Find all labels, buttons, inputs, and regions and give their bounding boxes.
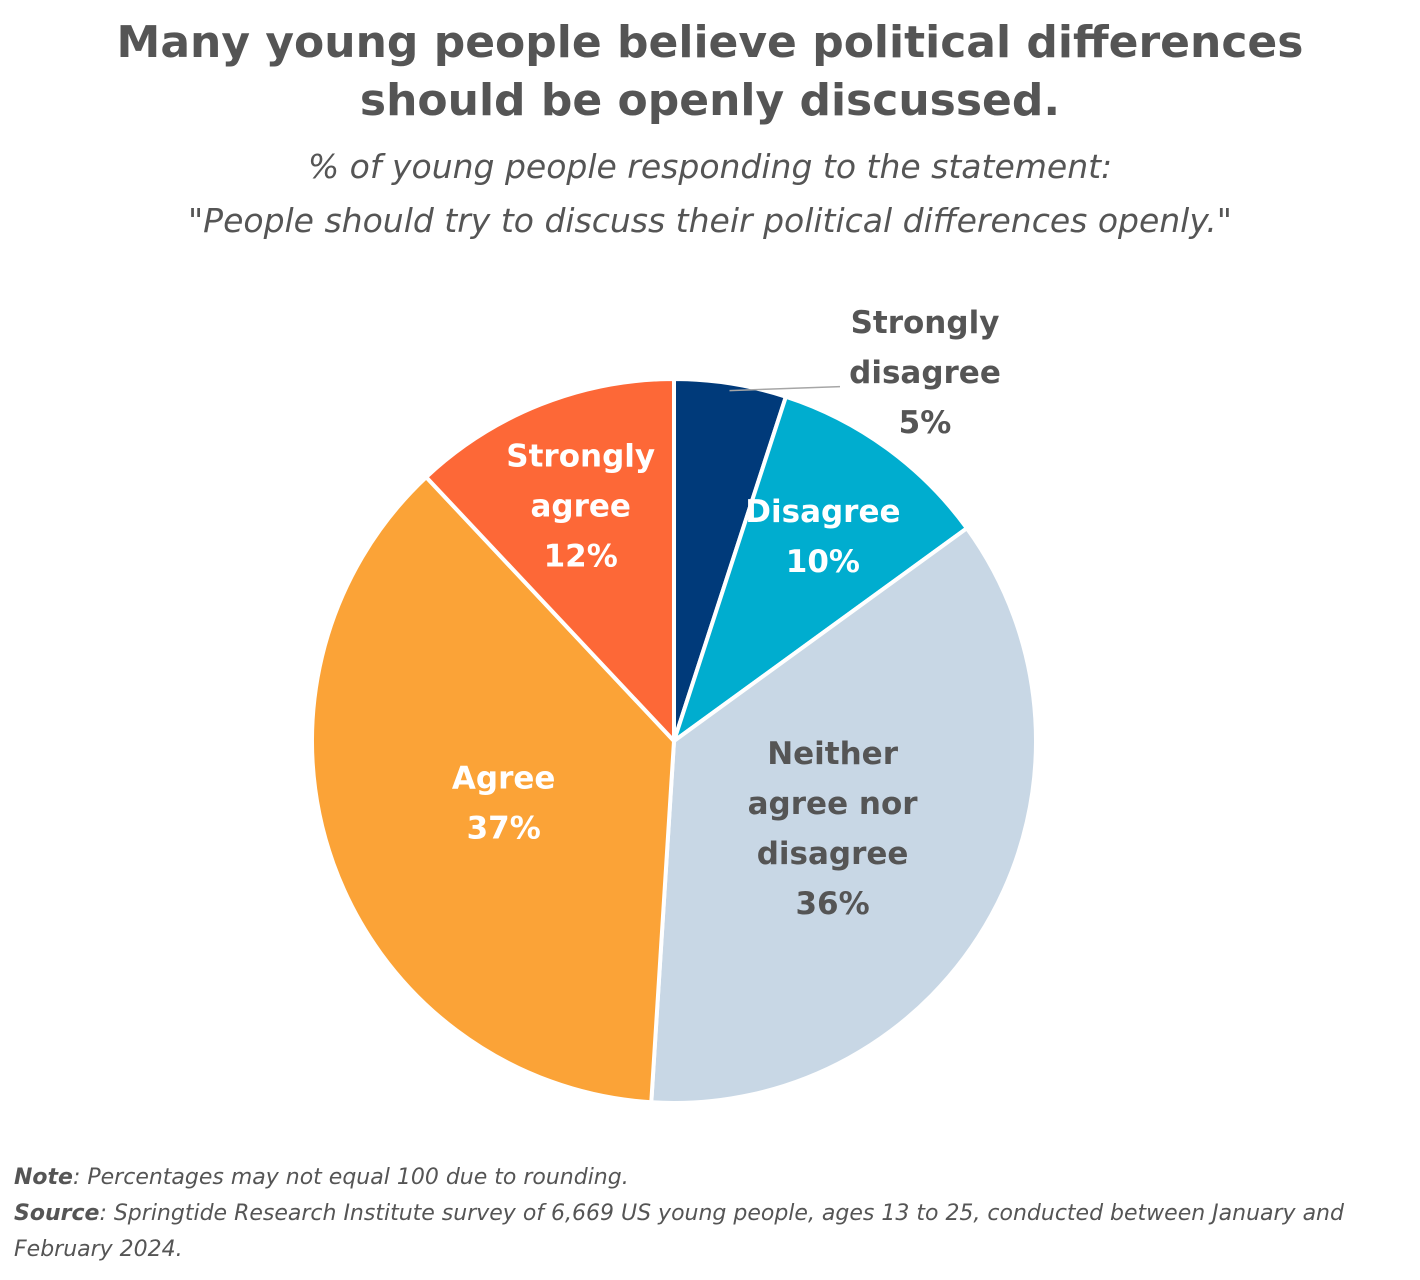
chart-subtitle-line-2: "People should try to discuss their poli…	[188, 201, 1232, 240]
chart-title-line-2: should be openly discussed.	[359, 75, 1061, 126]
slice-label-line: agree nor	[748, 786, 919, 822]
slice-label-line: 36%	[795, 886, 869, 922]
footer-note: Note: Percentages may not equal 100 due …	[14, 1160, 1404, 1196]
slice-label-neither-agree-nor-disagree: Neither agree nor disagree 36%	[748, 736, 919, 922]
footer-source-label: Source	[14, 1201, 100, 1226]
slice-label-strongly-disagree: Strongly disagree 5%	[849, 305, 1001, 441]
slice-label-line: Disagree	[745, 494, 900, 530]
pie-slice-strongly-agree	[424, 377, 676, 743]
slice-label-strongly-agree: Strongly agree 12%	[506, 438, 655, 574]
chart-footer: Note: Percentages may not equal 100 due …	[14, 1160, 1404, 1268]
slice-label-line: 37%	[467, 810, 541, 846]
slice-label-line: Neither	[767, 736, 899, 772]
leader-line-strongly-disagree	[729, 385, 841, 392]
footer-note-text: : Percentages may not equal 100 due to r…	[72, 1165, 629, 1190]
footer-source: Source: Springtide Research Institute su…	[14, 1196, 1404, 1268]
pie-labels: Strongly disagree 5% Disagree 10% Neither agre…	[452, 305, 1001, 922]
slice-label-line: disagree	[757, 836, 909, 872]
slice-label-disagree: Disagree 10%	[745, 494, 900, 580]
chart-title: Many young people believe political diff…	[0, 14, 1420, 130]
footer-note-label: Note	[14, 1165, 73, 1190]
slice-label-line: Strongly	[506, 438, 655, 474]
slice-label-line: 5%	[899, 405, 952, 441]
pie-slices	[309, 377, 1038, 1105]
slice-label-line: agree	[530, 488, 630, 524]
chart-subtitle: % of young people responding to the stat…	[0, 140, 1420, 248]
slice-label-line: 10%	[786, 544, 860, 580]
slice-label-line: disagree	[849, 355, 1001, 391]
chart-subtitle-line-1: % of young people responding to the stat…	[307, 147, 1113, 186]
slice-label-line: 12%	[544, 538, 618, 574]
pie-slice-disagree	[672, 394, 969, 743]
slice-label-line: Strongly	[851, 305, 1000, 341]
pie-slice-neither-agree-nor-disagree	[649, 526, 1038, 1105]
chart-title-line-1: Many young people believe political diff…	[116, 17, 1304, 68]
slice-label-line: Agree	[452, 760, 556, 796]
slice-label-agree: Agree 37%	[452, 760, 556, 846]
pie-slice-agree	[309, 475, 676, 1105]
footer-source-text: : Springtide Research Institute survey o…	[14, 1201, 1344, 1262]
